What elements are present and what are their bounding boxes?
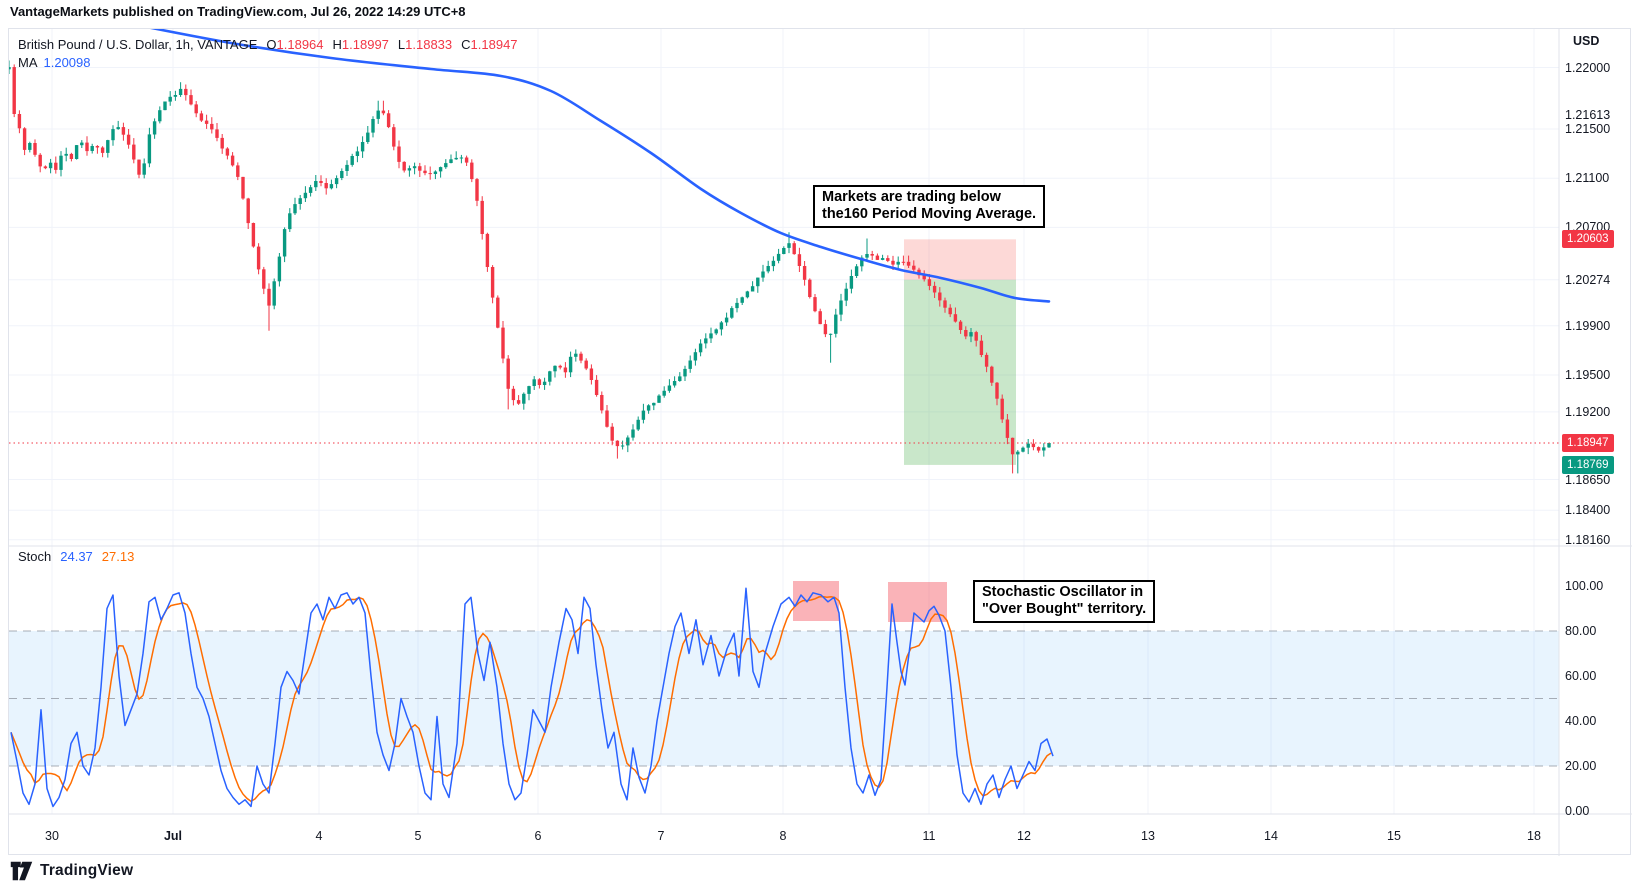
price-annotation[interactable]: Markets are trading below the160 Period … xyxy=(813,185,1046,228)
ohlc-value: 1.18997 xyxy=(341,37,389,52)
stoch-tick-label: 20.00 xyxy=(1565,759,1597,773)
price-marker-label: 1.18947 xyxy=(1562,434,1614,453)
ohlc-key: H xyxy=(332,37,342,52)
ohlc-value: 1.18947 xyxy=(470,37,518,52)
stoch-annotation[interactable]: Stochastic Oscillator in "Over Bought" t… xyxy=(973,580,1156,623)
date-tick-label: 12 xyxy=(1017,829,1031,843)
axis-currency-label: USD xyxy=(1573,34,1600,48)
date-tick-label: 14 xyxy=(1264,829,1278,843)
price-tick-label: 1.20274 xyxy=(1565,272,1611,287)
stoch-tick-label: 40.00 xyxy=(1565,714,1597,728)
price-tick-label: 1.19500 xyxy=(1565,368,1611,382)
price-tick-label: 1.18650 xyxy=(1565,472,1611,487)
date-tick-label: 6 xyxy=(534,829,542,843)
date-tick-label: 7 xyxy=(657,829,665,843)
date-tick-label: 8 xyxy=(779,829,787,843)
symbol-title[interactable]: British Pound / U.S. Dollar, 1h, VANTAGE xyxy=(18,37,258,52)
stoch-tick-label: 60.00 xyxy=(1565,669,1597,683)
ma-row: MA 1.20098 xyxy=(18,54,518,72)
ohlc-values: O1.18964 H1.18997 L1.18833 C1.18947 xyxy=(257,37,517,52)
footer: TradingView xyxy=(10,861,133,881)
price-tick-label: 1.19200 xyxy=(1565,404,1611,419)
stoch-k-line xyxy=(10,587,1054,808)
ohlc-key: C xyxy=(461,37,471,52)
price-marker-label: 1.20603 xyxy=(1562,230,1614,249)
price-tick-label: 1.18400 xyxy=(1565,503,1611,518)
ohlc-key: L xyxy=(397,37,406,52)
symbol-row: British Pound / U.S. Dollar, 1h, VANTAGE… xyxy=(18,36,518,54)
price-tick-label: 1.19900 xyxy=(1565,318,1611,333)
stoch-k-value: 24.37 xyxy=(60,549,93,564)
ohlc-value: 1.18964 xyxy=(276,37,324,52)
price-marker-label: 1.18769 xyxy=(1562,455,1614,474)
overbought-zone-band xyxy=(9,630,1559,767)
stoch-d-value: 27.13 xyxy=(101,549,135,564)
position-reward-box[interactable] xyxy=(904,279,1016,465)
ma-value: 1.20098 xyxy=(43,55,91,70)
date-tick-label: 18 xyxy=(1527,829,1541,843)
date-tick-label: 15 xyxy=(1387,829,1401,843)
date-tick-label: 5 xyxy=(414,829,422,843)
ma-line xyxy=(150,29,1051,303)
stoch-tick-label: 0.00 xyxy=(1565,804,1590,818)
price-tick-label: 1.18160 xyxy=(1565,532,1611,547)
date-tick-label: Jul xyxy=(163,829,183,843)
stoch-tick-label: 100.00 xyxy=(1565,579,1604,593)
price-tick-label: 1.21100 xyxy=(1565,171,1610,186)
price-tick-label: 1.21500 xyxy=(1565,122,1611,136)
date-tick-label: 4 xyxy=(315,829,323,843)
candlestick-series xyxy=(9,60,1051,474)
price-axis[interactable]: USD 1.22000 1.21613 1.21500 1.21100 1.20700 1… xyxy=(1560,29,1631,856)
stoch-tick-label: 80.00 xyxy=(1565,624,1597,638)
stoch-legend: Stoch 24.37 27.13 xyxy=(18,548,134,566)
ohlc-key: O xyxy=(266,37,277,52)
ohlc-value: 1.18833 xyxy=(405,37,453,52)
date-axis[interactable]: 30 Jul 4 5 6 7 8 11 12 13 14 15 18 xyxy=(9,815,1559,856)
overbought-highlight-box[interactable] xyxy=(793,581,839,621)
price-tick-label: 1.21613 xyxy=(1565,108,1611,123)
tradingview-logo-icon[interactable] xyxy=(10,861,33,881)
price-legend: British Pound / U.S. Dollar, 1h, VANTAGE… xyxy=(18,36,518,72)
chart-canvas[interactable] xyxy=(9,29,1632,856)
price-tick-label: 1.22000 xyxy=(1565,60,1611,75)
grid-lines xyxy=(9,29,1559,814)
ma-label[interactable]: MA xyxy=(18,55,38,70)
chart-frame[interactable]: British Pound / U.S. Dollar, 1h, VANTAGE… xyxy=(8,28,1632,856)
panel-separators xyxy=(9,29,1632,856)
stoch-label[interactable]: Stoch xyxy=(18,549,52,564)
published-line: VantageMarkets published on TradingView.… xyxy=(10,4,466,19)
footer-brand-label[interactable]: TradingView xyxy=(40,862,134,879)
date-tick-label: 13 xyxy=(1141,829,1155,843)
date-tick-label: 11 xyxy=(922,829,936,843)
date-tick-label: 30 xyxy=(45,829,59,843)
